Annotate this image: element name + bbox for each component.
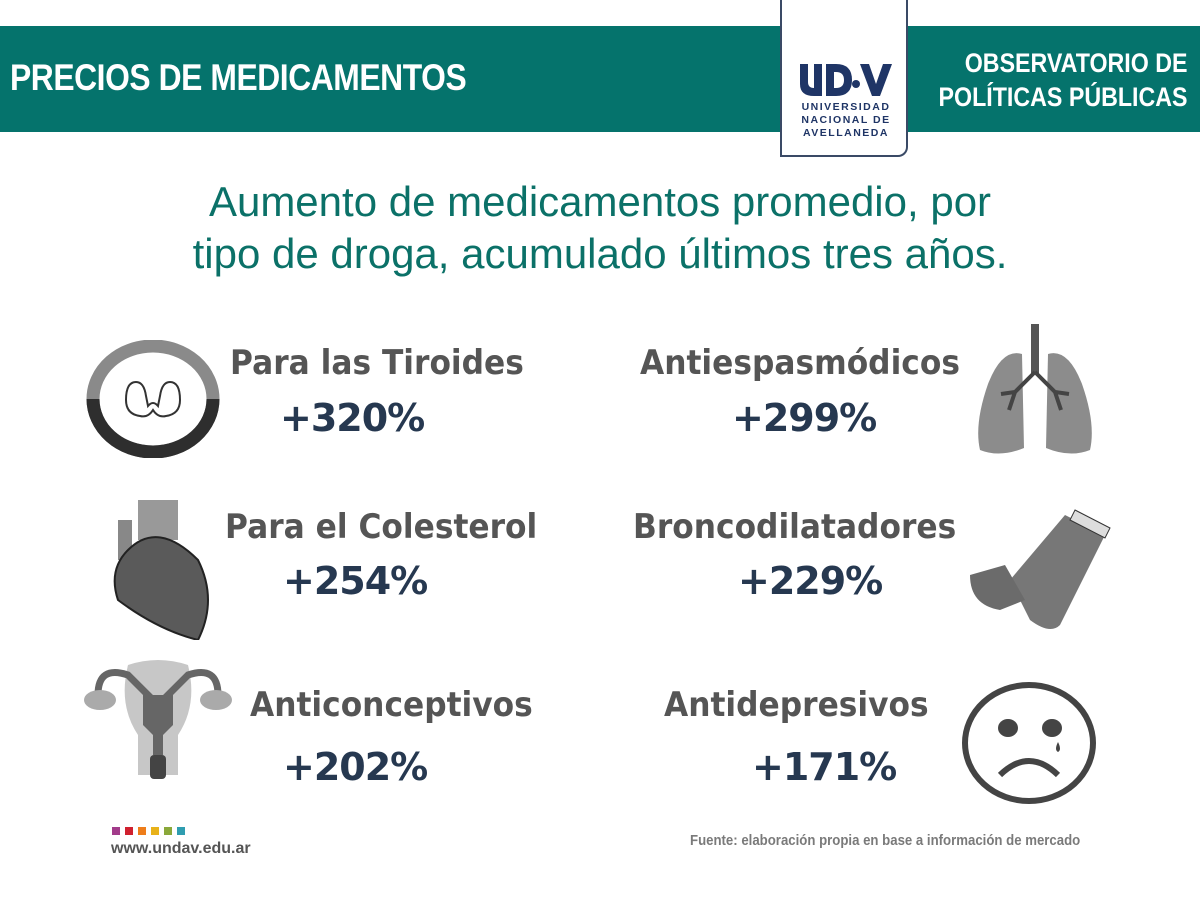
color-dot — [138, 827, 146, 835]
sad-face-icon — [962, 682, 1096, 804]
logo-line-3: AVELLANEDA — [803, 127, 889, 139]
item-value-thyroid: +320% — [280, 396, 425, 440]
page-title: PRECIOS DE MEDICAMENTOS — [10, 57, 467, 98]
item-value-cholesterol: +254% — [283, 559, 428, 603]
thyroid-icon — [86, 340, 220, 458]
heart-icon — [113, 500, 209, 640]
observatory-line-1: OBSERVATORIO DE — [965, 48, 1188, 78]
item-value-antidepressant: +171% — [752, 745, 897, 789]
website-link[interactable]: www.undav.edu.ar — [111, 840, 251, 857]
color-dot — [177, 827, 185, 835]
item-value-antispasmodic: +299% — [732, 396, 877, 440]
subtitle-line-2: tipo de droga, acumulado últimos tres añ… — [192, 230, 1008, 277]
subtitle: Aumento de medicamentos promedio, por ti… — [0, 176, 1200, 280]
logo-line-1: UNIVERSIDAD — [801, 101, 891, 113]
item-label-antidepressant: Antidepresivos — [664, 685, 929, 725]
color-dot — [112, 827, 120, 835]
color-dot — [164, 827, 172, 835]
logo-line-2: NACIONAL DE — [801, 114, 891, 126]
source-note: Fuente: elaboración propia en base a inf… — [690, 832, 1081, 849]
item-value-contraceptive: +202% — [283, 745, 428, 789]
item-label-thyroid: Para las Tiroides — [230, 343, 524, 383]
item-value-bronchodilator: +229% — [738, 559, 883, 603]
undav-logo: UNIVERSIDAD NACIONAL DE AVELLANEDA — [780, 0, 908, 157]
color-dot — [125, 827, 133, 835]
logo-text: UNIVERSIDAD NACIONAL DE AVELLANEDA — [794, 101, 898, 140]
undav-logo-mark-icon — [800, 64, 892, 96]
inhaler-icon — [970, 509, 1111, 629]
color-dot — [151, 827, 159, 835]
lungs-icon — [978, 324, 1092, 454]
item-label-bronchodilator: Broncodilatadores — [633, 507, 957, 547]
observatory-title: OBSERVATORIO DE POLÍTICAS PÚBLICAS — [939, 46, 1188, 114]
brand-color-dots — [112, 827, 185, 835]
uterus-icon — [84, 660, 232, 779]
item-label-contraceptive: Anticonceptivos — [250, 685, 533, 725]
observatory-line-2: POLÍTICAS PÚBLICAS — [939, 82, 1188, 112]
header-banner — [0, 26, 1200, 132]
subtitle-line-1: Aumento de medicamentos promedio, por — [208, 178, 992, 225]
item-label-antispasmodic: Antiespasmódicos — [640, 343, 960, 383]
item-label-cholesterol: Para el Colesterol — [225, 507, 538, 547]
